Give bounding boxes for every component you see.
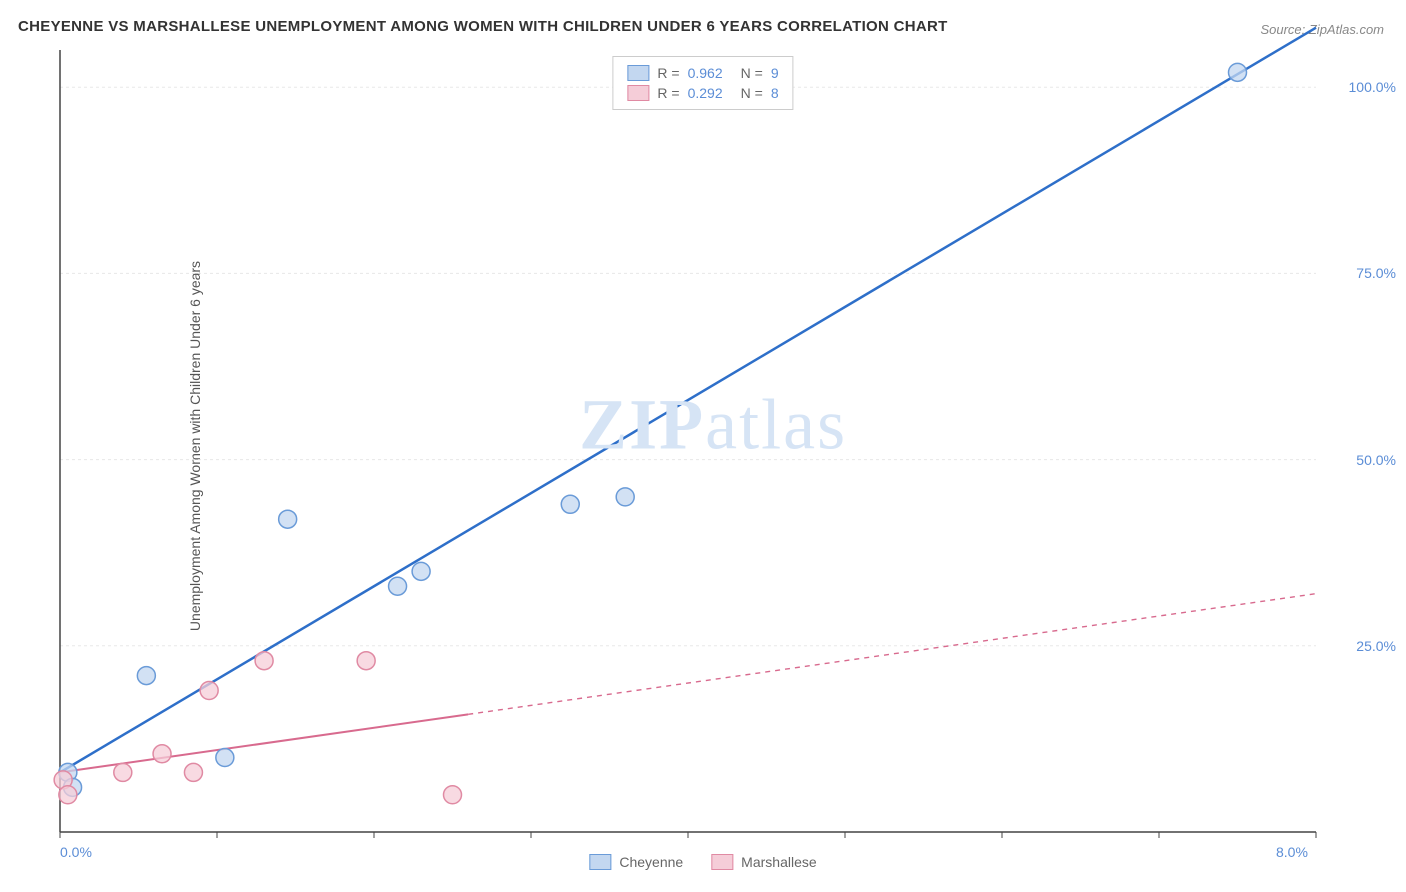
- legend-swatch: [627, 85, 649, 101]
- legend-n-label: N =: [741, 65, 763, 81]
- y-tick-label: 100.0%: [1349, 79, 1396, 95]
- legend-series-label: Cheyenne: [619, 854, 683, 870]
- legend-n-label: N =: [741, 85, 763, 101]
- legend-series: Cheyenne Marshallese: [589, 854, 816, 870]
- legend-r-value: 0.292: [688, 85, 723, 101]
- chart-container: CHEYENNE VS MARSHALLESE UNEMPLOYMENT AMO…: [0, 0, 1406, 892]
- plot-area: ZIPatlas: [60, 50, 1316, 832]
- legend-n-value: 9: [771, 65, 779, 81]
- chart-title: CHEYENNE VS MARSHALLESE UNEMPLOYMENT AMO…: [18, 18, 948, 35]
- source-attribution: Source: ZipAtlas.com: [1260, 22, 1384, 37]
- legend-n-value: 8: [771, 85, 779, 101]
- x-tick-label: 8.0%: [1276, 844, 1308, 860]
- y-tick-label: 75.0%: [1356, 265, 1396, 281]
- legend-swatch: [627, 65, 649, 81]
- x-tick-label: 0.0%: [60, 844, 92, 860]
- legend-r-label: R =: [657, 65, 679, 81]
- y-tick-label: 50.0%: [1356, 452, 1396, 468]
- legend-swatch: [711, 854, 733, 870]
- legend-swatch: [589, 854, 611, 870]
- legend-series-label: Marshallese: [741, 854, 816, 870]
- legend-r-label: R =: [657, 85, 679, 101]
- legend-correlation: R = 0.962 N = 9 R = 0.292 N = 8: [612, 56, 793, 110]
- legend-correlation-row: R = 0.292 N = 8: [627, 83, 778, 103]
- legend-series-item: Marshallese: [711, 854, 816, 870]
- y-tick-label: 25.0%: [1356, 638, 1396, 654]
- legend-r-value: 0.962: [688, 65, 723, 81]
- plot-svg: [60, 50, 1316, 832]
- legend-series-item: Cheyenne: [589, 854, 683, 870]
- legend-correlation-row: R = 0.962 N = 9: [627, 63, 778, 83]
